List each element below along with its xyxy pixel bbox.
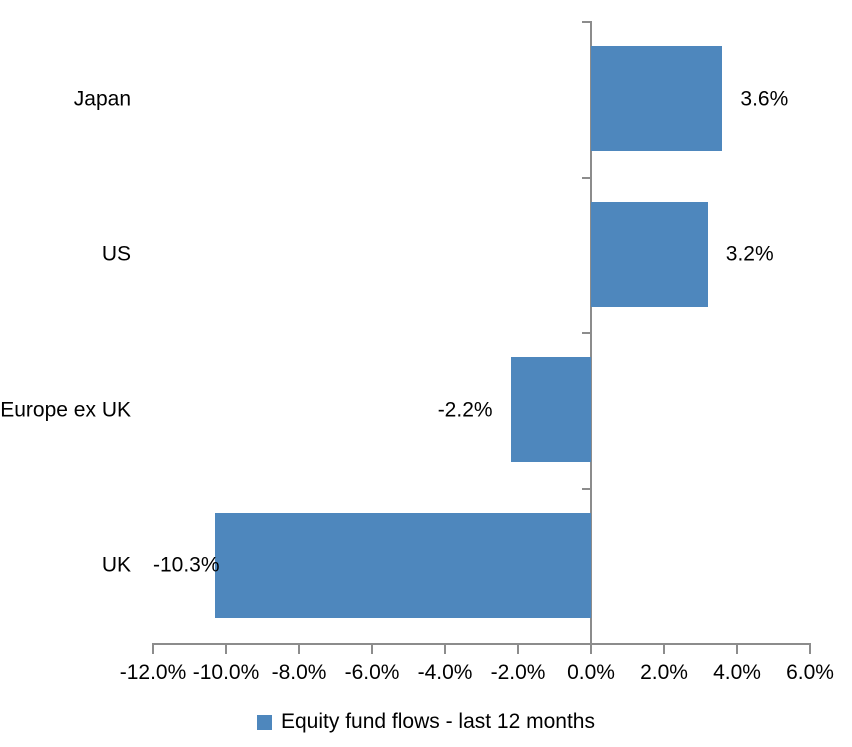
bar (215, 512, 591, 618)
category-label: US (101, 242, 131, 266)
x-tick (225, 645, 227, 654)
x-tick-label: -10.0% (192, 661, 260, 684)
value-label: 3.2% (725, 242, 774, 266)
value-label: 3.6% (740, 87, 789, 111)
x-tick-label: -12.0% (119, 661, 187, 684)
x-tick-label: 4.0% (713, 661, 761, 684)
x-tick (663, 645, 665, 654)
bar (591, 201, 708, 307)
x-tick-label: 2.0% (640, 661, 688, 684)
value-label: -2.2% (437, 398, 493, 422)
x-tick-label: 0.0% (567, 661, 615, 684)
x-tick (444, 645, 446, 654)
x-axis-line (152, 643, 811, 645)
x-tick-label: -6.0% (344, 661, 400, 684)
bar (510, 357, 591, 463)
y-axis-line (590, 21, 592, 643)
x-tick-label: -2.0% (490, 661, 546, 684)
category-label: Europe ex UK (0, 398, 131, 422)
x-tick (152, 645, 154, 654)
legend-swatch (257, 714, 272, 730)
x-tick (736, 645, 738, 654)
y-axis-tick (582, 487, 590, 490)
y-axis-tick (582, 332, 590, 334)
y-axis-tick (582, 176, 590, 179)
bar (591, 46, 723, 152)
category-label: UK (101, 553, 131, 577)
x-tick (809, 645, 811, 654)
y-axis-tick (582, 21, 590, 23)
x-tick (298, 645, 300, 654)
value-label: -10.3% (153, 553, 220, 577)
x-tick (517, 645, 519, 654)
x-tick (371, 645, 373, 654)
legend-label: Equity fund flows - last 12 months (281, 710, 595, 733)
x-tick-label: 6.0% (786, 661, 834, 684)
category-label: Japan (73, 87, 131, 111)
legend: Equity fund flows - last 12 months (0, 710, 852, 734)
x-tick (590, 645, 592, 654)
x-tick-label: -8.0% (271, 661, 327, 684)
x-tick-label: -4.0% (417, 661, 473, 684)
